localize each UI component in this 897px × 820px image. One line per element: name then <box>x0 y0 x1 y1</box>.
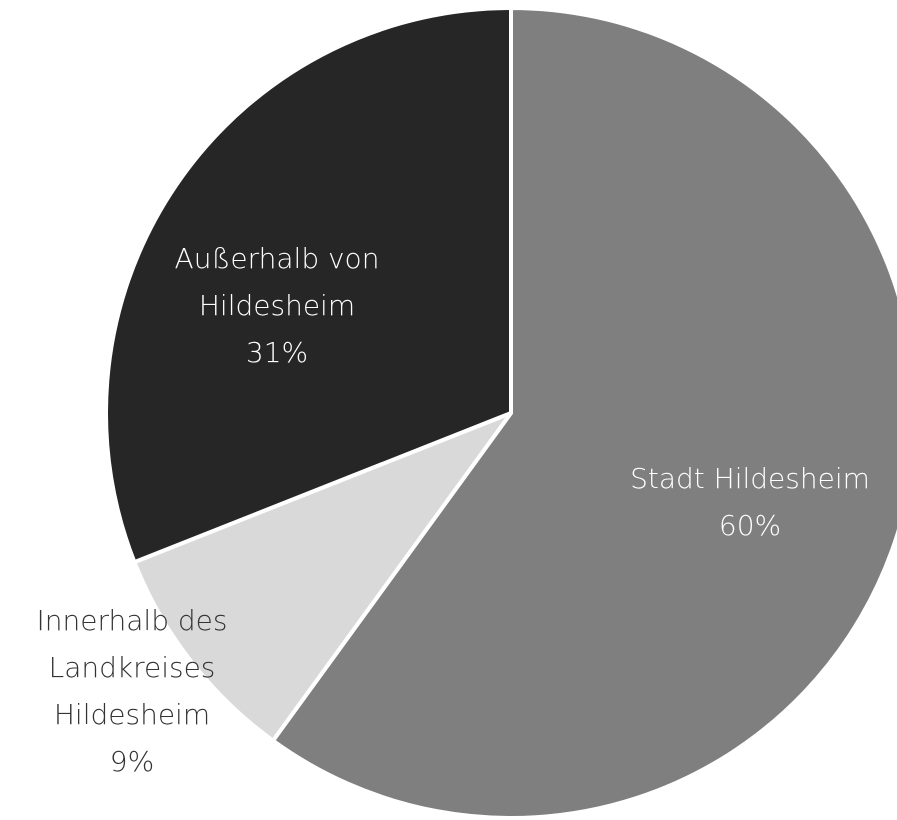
pie-slice <box>132 411 513 743</box>
slice-label: Stadt Hildesheim 60% <box>600 455 897 549</box>
pie-slice <box>104 6 513 565</box>
slice-label: Außerhalb von Hildesheim 31% <box>142 235 412 376</box>
category-label: Innerhalb des Landkreises Hildesheim <box>36 604 228 731</box>
category-label: Stadt Hildesheim <box>630 462 870 495</box>
slice-label: Innerhalb des Landkreises Hildesheim 9% <box>7 597 257 785</box>
value-label: 9% <box>109 745 155 778</box>
value-label: 31% <box>245 336 309 369</box>
category-label: Außerhalb von Hildesheim <box>174 242 380 322</box>
pie-slice <box>270 6 897 820</box>
value-label: 60% <box>718 509 782 542</box>
